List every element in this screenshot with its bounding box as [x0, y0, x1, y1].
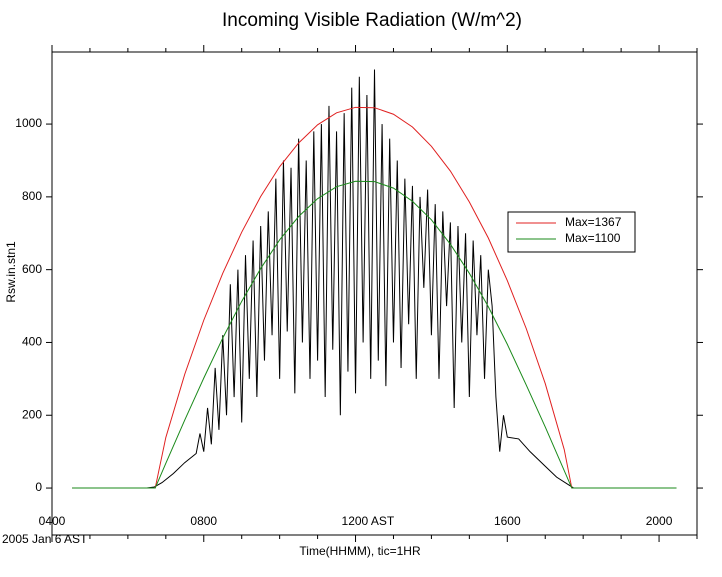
- legend-label: Max=1367: [565, 215, 622, 229]
- series-line: [72, 180, 677, 489]
- chart-title: Incoming Visible Radiation (W/m^2): [222, 10, 522, 31]
- y-tick-label: 200: [22, 407, 42, 421]
- x-tick-label: 2000: [646, 514, 673, 528]
- series-line: [72, 69, 677, 489]
- y-axis-label: Rsw.in.stn1: [4, 241, 18, 303]
- y-tick-label: 0: [35, 480, 42, 494]
- plot-frame: [51, 51, 698, 536]
- y-tick-label: 400: [22, 335, 42, 349]
- series-line: [72, 106, 677, 489]
- x-tick-label: 1200 AST: [342, 514, 395, 528]
- date-label: 2005 Jan 6 AST: [2, 532, 88, 546]
- legend-label: Max=1100: [565, 231, 621, 245]
- y-tick-label: 800: [22, 189, 42, 203]
- x-tick-label: 0800: [190, 514, 217, 528]
- x-tick-label: 1600: [494, 514, 521, 528]
- legend-box: [507, 211, 636, 253]
- x-tick-label: 0400: [39, 514, 66, 528]
- y-tick-label: 1000: [15, 116, 42, 130]
- x-axis-label: Time(HHMM), tic=1HR: [299, 544, 421, 558]
- y-tick-label: 600: [22, 262, 42, 276]
